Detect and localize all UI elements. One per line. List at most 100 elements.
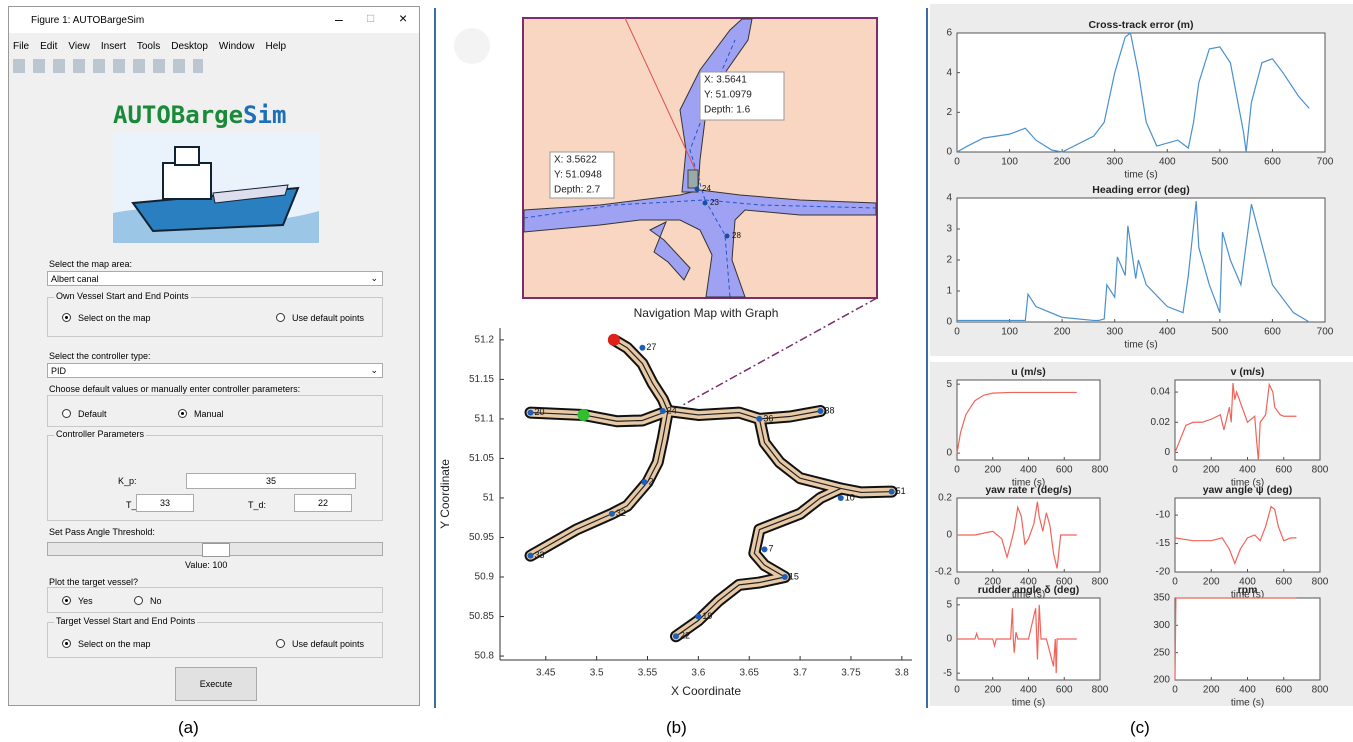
td-input[interactable]: 22 (294, 494, 352, 512)
x-tick-label: 300 (1106, 157, 1123, 168)
radio[interactable] (62, 639, 71, 648)
y-tick-label: 5 (946, 599, 952, 610)
y-tick-label: 0.2 (938, 493, 952, 504)
graph-node (609, 511, 615, 517)
start-point (608, 334, 620, 346)
gui-window: Figure 1: AUTOBargeSim – □ × File Edit Vie… (8, 6, 420, 706)
x-tick-label: 200 (984, 465, 1001, 476)
group-title: Own Vessel Start and End Points (54, 291, 191, 301)
plot-title: yaw rate r (deg/s) (985, 484, 1071, 496)
menu-item[interactable]: View (68, 41, 90, 52)
x-tick-label: 800 (1092, 685, 1109, 696)
slider-thumb[interactable] (202, 543, 230, 557)
group-title: Target Vessel Start and End Points (54, 616, 197, 626)
close[interactable]: × (399, 10, 407, 26)
group: Controller Parameters K_p: 35 T_i: 33 T_… (47, 435, 383, 521)
goal-point (577, 409, 589, 421)
x-axis-label: time (s) (1231, 698, 1264, 709)
x-tick-label: 200 (1054, 157, 1071, 168)
inset-node (725, 234, 730, 239)
x-tick-label: 0 (1172, 577, 1178, 588)
execute-button[interactable]: Execute (175, 667, 257, 701)
y-tick-label: -0.2 (935, 567, 953, 578)
x-tick-label: 700 (1317, 157, 1334, 168)
x-tick-label: 0 (954, 157, 960, 168)
map-title: Navigation Map with Graph (634, 306, 779, 320)
y-tick-label: 4 (946, 67, 952, 78)
param-label: K_p: (116, 476, 139, 486)
graph-node (695, 614, 701, 620)
graph-node (660, 408, 666, 414)
plot-title: v (m/s) (1231, 366, 1265, 378)
radio[interactable] (62, 313, 71, 322)
x-tick-label: 0 (954, 685, 960, 696)
radio[interactable] (62, 596, 71, 605)
dropdown[interactable]: PID⌄ (47, 363, 383, 378)
datatip-text: Depth: 1.6 (704, 105, 751, 116)
y-tick-label: 350 (1153, 593, 1170, 604)
graph-node (761, 546, 767, 552)
caption: (a) (178, 718, 199, 738)
menu-item[interactable]: File (13, 41, 29, 52)
menu-item[interactable]: Desktop (171, 41, 208, 52)
menu-item[interactable]: Edit (40, 41, 57, 52)
label: Set Pass Angle Threshold: (49, 527, 155, 537)
y-tick-label: 0 (1164, 447, 1170, 458)
graph-node-label: 33 (535, 550, 545, 560)
y-tick-label: -10 (1156, 510, 1171, 521)
ti-input[interactable]: 33 (136, 494, 194, 512)
x-tick-label: 100 (1001, 157, 1018, 168)
y-tick-label: 250 (1153, 647, 1170, 658)
x-tick-label: 500 (1212, 157, 1229, 168)
y-tick-label: 300 (1153, 620, 1170, 631)
group-title: Controller Parameters (54, 429, 146, 439)
slider[interactable] (47, 542, 383, 556)
datatip-text: X: 3.5622 (554, 155, 597, 166)
plot-area (1175, 380, 1320, 460)
y-tick-label: 0.04 (1151, 387, 1171, 398)
menu-item[interactable]: Tools (137, 41, 160, 52)
x-tick-label: 500 (1212, 327, 1229, 338)
x-tick-label: 400 (1159, 327, 1176, 338)
window-title: Figure 1: AUTOBargeSim (31, 15, 144, 26)
menu-item[interactable]: Window (219, 41, 255, 52)
graph-node-label: 24 (667, 405, 677, 415)
radio[interactable] (276, 639, 285, 648)
radio[interactable] (62, 409, 71, 418)
logo: AUTOBargeSim (113, 101, 286, 129)
x-tick-label: 3.8 (895, 668, 909, 679)
input-value: 35 (266, 476, 276, 486)
minimize[interactable]: – (335, 11, 343, 27)
radio[interactable] (178, 409, 187, 418)
plot-title: Heading error (deg) (1092, 184, 1189, 196)
y-tick-label: 0.02 (1151, 417, 1171, 428)
x-tick-label: 3.7 (793, 668, 807, 679)
radio[interactable] (276, 313, 285, 322)
menu-item[interactable]: Help (266, 41, 287, 52)
x-tick-label: 400 (1239, 465, 1256, 476)
y-axis-label: Y Coordinate (438, 459, 452, 529)
label: Select the controller type: (49, 351, 151, 361)
radio[interactable] (134, 596, 143, 605)
radio-label: No (148, 596, 164, 606)
kp-input[interactable]: 35 (186, 473, 356, 489)
x-axis-label: time (s) (1124, 340, 1157, 351)
river (759, 419, 891, 493)
dropdown[interactable]: Albert canal⌄ (47, 271, 383, 286)
y-tick-label: 3 (946, 224, 952, 235)
radio-label: Select on the map (76, 639, 153, 649)
inset-node (695, 187, 700, 192)
y-tick-label: 0 (946, 448, 952, 459)
maximize[interactable]: □ (367, 11, 374, 25)
dropdown-arrow: ⌄ (370, 365, 378, 376)
button-label: Execute (200, 679, 233, 689)
radio-label: Select on the map (76, 313, 153, 323)
y-tick-label: 2 (946, 107, 952, 118)
y-tick-label: 0 (946, 147, 952, 158)
graph-node (782, 574, 788, 580)
plot-area (957, 498, 1100, 572)
x-tick-label: 3.55 (638, 668, 658, 679)
y-tick-label: 0 (946, 317, 952, 328)
menu-item[interactable]: Insert (101, 41, 126, 52)
caption: (b) (666, 718, 687, 738)
